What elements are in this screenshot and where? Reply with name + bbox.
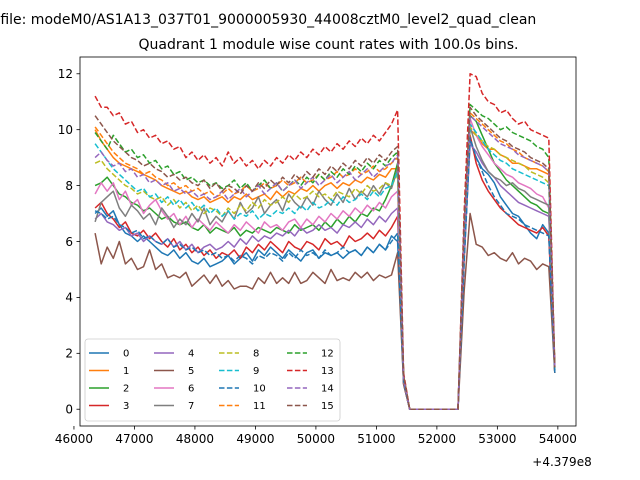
- series-line-12: [94, 103, 556, 410]
- legend-label-3: 3: [123, 401, 129, 412]
- legend-label-0: 0: [123, 349, 129, 360]
- y-tick-label: 8: [65, 179, 73, 193]
- legend-box: [84, 338, 341, 422]
- y-tick-label: 12: [58, 67, 73, 81]
- legend-label-4: 4: [188, 349, 194, 360]
- series-line-6: [94, 117, 556, 410]
- series-layer: [94, 73, 556, 410]
- legend-label-9: 9: [253, 366, 259, 377]
- legend-label-15: 15: [321, 401, 334, 412]
- x-tick-label: 49000: [236, 432, 274, 446]
- legend-label-12: 12: [321, 349, 334, 360]
- x-tick-label: 53000: [478, 432, 516, 446]
- y-tick-label: 10: [58, 123, 73, 137]
- series-line-3: [94, 134, 556, 410]
- y-tick-label: 0: [65, 403, 73, 417]
- y-axis: 0 2 4 6 8 10 12: [58, 67, 80, 417]
- series-line-11: [94, 112, 556, 410]
- y-tick-label: 4: [65, 291, 73, 305]
- legend-label-10: 10: [253, 384, 266, 395]
- series-line-8: [94, 126, 556, 410]
- series-line-10: [94, 137, 556, 410]
- legend-label-7: 7: [188, 401, 194, 412]
- legend-label-11: 11: [253, 401, 266, 412]
- legend-label-2: 2: [123, 384, 129, 395]
- legend-label-8: 8: [253, 349, 259, 360]
- x-axis: 46000 47000 48000 49000 50000 51000 52000 53000…: [55, 426, 577, 446]
- x-tick-label: 51000: [357, 432, 395, 446]
- x-tick-label: 48000: [176, 432, 214, 446]
- x-tick-label: 47000: [115, 432, 153, 446]
- y-tick-label: 2: [65, 347, 73, 361]
- legend-label-6: 6: [188, 384, 194, 395]
- series-line-5: [94, 212, 556, 410]
- x-tick-label: 54000: [539, 432, 577, 446]
- y-tick-label: 6: [65, 235, 73, 249]
- legend-label-5: 5: [188, 366, 194, 377]
- series-line-14: [94, 114, 556, 410]
- x-tick-label: 50000: [297, 432, 335, 446]
- series-line-0: [94, 140, 556, 410]
- series-line-4: [94, 142, 556, 410]
- legend-label-14: 14: [321, 384, 334, 395]
- x-tick-label: 46000: [55, 432, 93, 446]
- series-line-15: [94, 106, 556, 410]
- legend-label-13: 13: [321, 366, 334, 377]
- chart-title: Quadrant 1 module wise count rates with …: [138, 37, 519, 53]
- series-line-9: [94, 123, 556, 410]
- series-line-7: [94, 126, 556, 410]
- x-tick-label: 52000: [418, 432, 456, 446]
- series-line-13: [94, 73, 556, 410]
- legend-label-1: 1: [123, 366, 129, 377]
- x-offset-label: +4.379e8: [532, 455, 591, 469]
- figure-suptitle: n file: modeM0/AS1A13_037T01_9000005930_…: [0, 12, 537, 28]
